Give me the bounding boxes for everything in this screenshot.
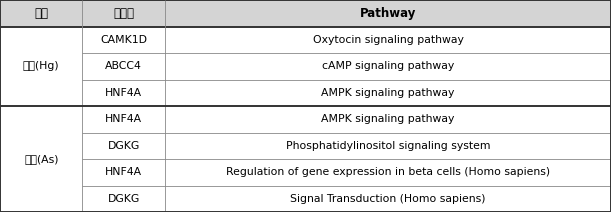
Text: 수은(Hg): 수은(Hg) [23, 61, 59, 71]
Text: DGKG: DGKG [108, 141, 140, 151]
Text: 비소(As): 비소(As) [24, 154, 59, 164]
Bar [0, 132, 611, 159]
Text: AMPK signaling pathway: AMPK signaling pathway [321, 88, 455, 98]
Bar [0, 0, 611, 26]
Text: HNF4A: HNF4A [105, 114, 142, 124]
Bar [0, 26, 611, 53]
Text: 유전자: 유전자 [113, 7, 134, 20]
Bar [0, 186, 611, 212]
Text: HNF4A: HNF4A [105, 167, 142, 177]
Text: ABCC4: ABCC4 [105, 61, 142, 71]
Text: Phosphatidylinositol signaling system: Phosphatidylinositol signaling system [286, 141, 490, 151]
Text: Signal Transduction (Homo sapiens): Signal Transduction (Homo sapiens) [290, 194, 486, 204]
Bar [0, 53, 611, 80]
Text: 그룹: 그룹 [34, 7, 48, 20]
Text: Pathway: Pathway [360, 7, 416, 20]
Bar [0, 106, 611, 132]
Text: Oxytocin signaling pathway: Oxytocin signaling pathway [313, 35, 463, 45]
Bar [0, 80, 611, 106]
Text: AMPK signaling pathway: AMPK signaling pathway [321, 114, 455, 124]
Bar [0, 159, 611, 186]
Text: CAMK1D: CAMK1D [100, 35, 147, 45]
Text: Regulation of gene expression in beta cells (Homo sapiens): Regulation of gene expression in beta ce… [226, 167, 550, 177]
Text: DGKG: DGKG [108, 194, 140, 204]
Text: HNF4A: HNF4A [105, 88, 142, 98]
Text: cAMP signaling pathway: cAMP signaling pathway [322, 61, 454, 71]
